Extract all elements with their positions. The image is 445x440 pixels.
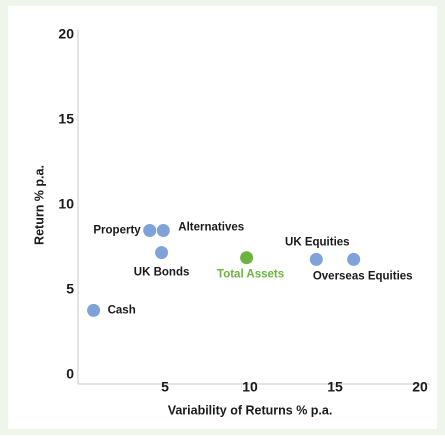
data-point: [156, 224, 170, 237]
x-tick-label: 10: [242, 379, 258, 395]
data-point: [309, 252, 323, 266]
y-tick-label: 10: [58, 196, 74, 212]
y-tick-label: 0: [66, 366, 74, 382]
x-tick-label: 15: [327, 379, 343, 395]
data-point: [143, 224, 157, 237]
point-label: Alternatives: [178, 222, 244, 234]
point-label: UK Bonds: [134, 267, 190, 279]
point-label: Overseas Equities: [313, 270, 413, 282]
y-tick-label: 20: [58, 26, 74, 42]
point-label: UK Equities: [285, 236, 350, 248]
data-point: [87, 303, 101, 317]
point-label: Total Assets: [217, 269, 284, 281]
y-axis-title: Return % p.a.: [32, 165, 46, 245]
plot-panel: [8, 6, 437, 429]
data-point: [240, 251, 254, 265]
data-point: [347, 252, 361, 266]
x-tick-label: 5: [161, 379, 169, 395]
y-tick-label: 5: [66, 281, 74, 297]
point-label: Property: [93, 225, 141, 237]
y-tick-label: 15: [58, 111, 74, 127]
x-tick-label: 20: [412, 379, 428, 395]
point-label: Cash: [108, 304, 136, 316]
x-axis-title: Variability of Returns % p.a.: [168, 403, 333, 417]
data-point: [155, 246, 169, 260]
